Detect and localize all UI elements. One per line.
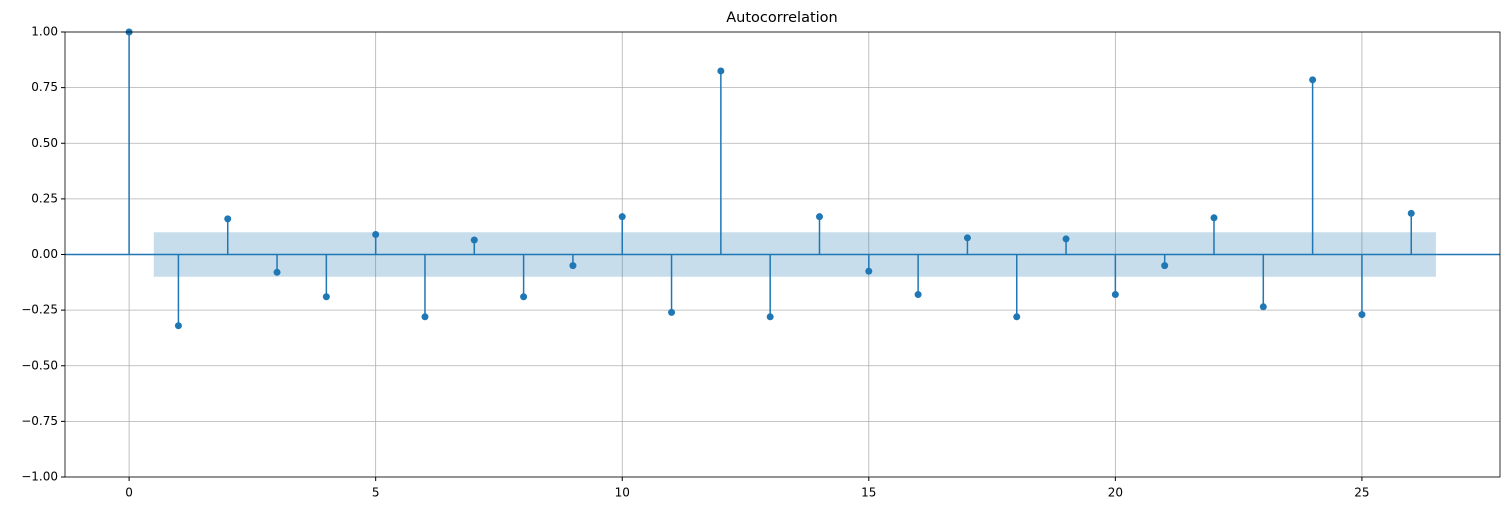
stem-marker xyxy=(963,234,971,242)
stem-marker xyxy=(1407,209,1415,217)
y-tick-label: 1.00 xyxy=(31,25,58,39)
stem-marker xyxy=(174,322,182,330)
stem-marker xyxy=(1358,311,1366,319)
x-tick-label: 25 xyxy=(1354,486,1369,500)
stem-marker xyxy=(1309,76,1317,84)
stem-marker xyxy=(569,262,577,270)
y-tick-label: 0.50 xyxy=(31,136,58,150)
stem-marker xyxy=(1259,303,1267,311)
y-tick-label: 0.75 xyxy=(31,80,58,94)
y-tick-label: −0.25 xyxy=(21,303,58,317)
y-tick-label: −0.75 xyxy=(21,414,58,428)
stem-marker xyxy=(1161,262,1169,270)
chart-title: Autocorrelation xyxy=(726,10,837,26)
stem-marker xyxy=(421,313,429,321)
x-tick-label: 20 xyxy=(1108,486,1123,500)
stem-marker xyxy=(1013,313,1021,321)
y-tick-label: −0.50 xyxy=(21,358,58,372)
stem-marker xyxy=(668,308,676,316)
stem-marker xyxy=(717,67,725,75)
stem-marker xyxy=(865,267,873,275)
y-tick-label: 0.00 xyxy=(31,247,58,261)
x-tick-label: 5 xyxy=(372,486,380,500)
y-tick-label: 0.25 xyxy=(31,191,58,205)
stem-marker xyxy=(618,213,626,221)
stem-marker xyxy=(815,213,823,221)
stem-marker xyxy=(1062,235,1070,243)
stem-marker xyxy=(1210,214,1218,222)
stem-marker xyxy=(470,236,478,244)
stem-marker xyxy=(914,291,922,299)
axes-frame xyxy=(64,31,1501,478)
x-tick-label: 0 xyxy=(125,486,133,500)
stem-marker xyxy=(372,230,380,238)
stem-marker xyxy=(273,268,281,276)
stem-marker xyxy=(520,293,528,301)
stem-marker xyxy=(1111,291,1119,299)
stem-marker xyxy=(224,215,232,223)
x-tick-label: 15 xyxy=(861,486,876,500)
y-tick-label: −1.00 xyxy=(21,470,58,484)
x-tick-label: 10 xyxy=(615,486,630,500)
stem-marker xyxy=(322,293,330,301)
stem-marker xyxy=(766,313,774,321)
